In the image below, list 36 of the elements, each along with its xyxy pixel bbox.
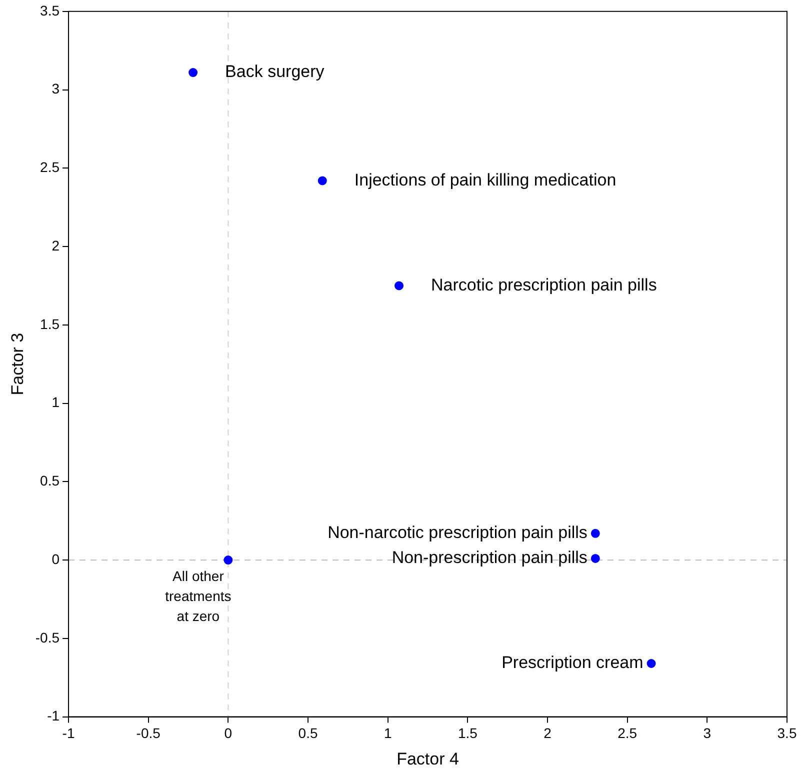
x-tick-label: 3.5: [777, 725, 797, 742]
annotation: Narcotic prescription pain pills: [431, 275, 657, 294]
annotation: Back surgery: [225, 62, 325, 82]
point: [590, 528, 600, 538]
y-axis-title: Factor 3: [8, 332, 27, 396]
x-axis-title: Factor 4: [396, 749, 459, 768]
point: [224, 556, 233, 565]
annotation: Injections of pain killing medication: [354, 170, 616, 190]
y-tick-label: 1: [52, 394, 60, 410]
x-tick-label: 1.5: [458, 725, 478, 742]
y-tick-label: 0: [52, 550, 60, 567]
x-tick-label: -1: [62, 725, 75, 742]
y-tick-label: 2.5: [40, 159, 60, 176]
point: [590, 554, 600, 563]
point: [646, 659, 656, 668]
annotation: Non-narcotic prescription pain pills: [328, 523, 588, 542]
x-tick-label: 2: [544, 725, 552, 742]
y-tick-label: 0.5: [40, 472, 60, 489]
x-tick-label: 0.5: [298, 725, 318, 742]
x-tick-label: 3: [703, 725, 712, 742]
y-tick-label: 3: [52, 80, 60, 97]
y-tick-label: -0.5: [35, 629, 60, 646]
point: [394, 281, 404, 290]
x-tick-label: -0.5: [136, 725, 161, 742]
point: [188, 68, 198, 78]
point: [318, 176, 327, 186]
annotation: Non-prescription pain pills: [392, 548, 588, 568]
annotation: Prescription cream: [502, 653, 644, 672]
y-tick-label: 2: [52, 237, 60, 254]
annotation: All other treatments at zero: [165, 568, 232, 624]
x-tick-label: 1: [384, 725, 392, 742]
x-tick-label: 2.5: [618, 725, 638, 742]
y-tick-label: -1: [47, 708, 60, 724]
x-tick-label: 0: [224, 725, 232, 742]
y-tick-label: 3.5: [40, 2, 60, 18]
y-tick-label: 1.5: [40, 316, 60, 332]
